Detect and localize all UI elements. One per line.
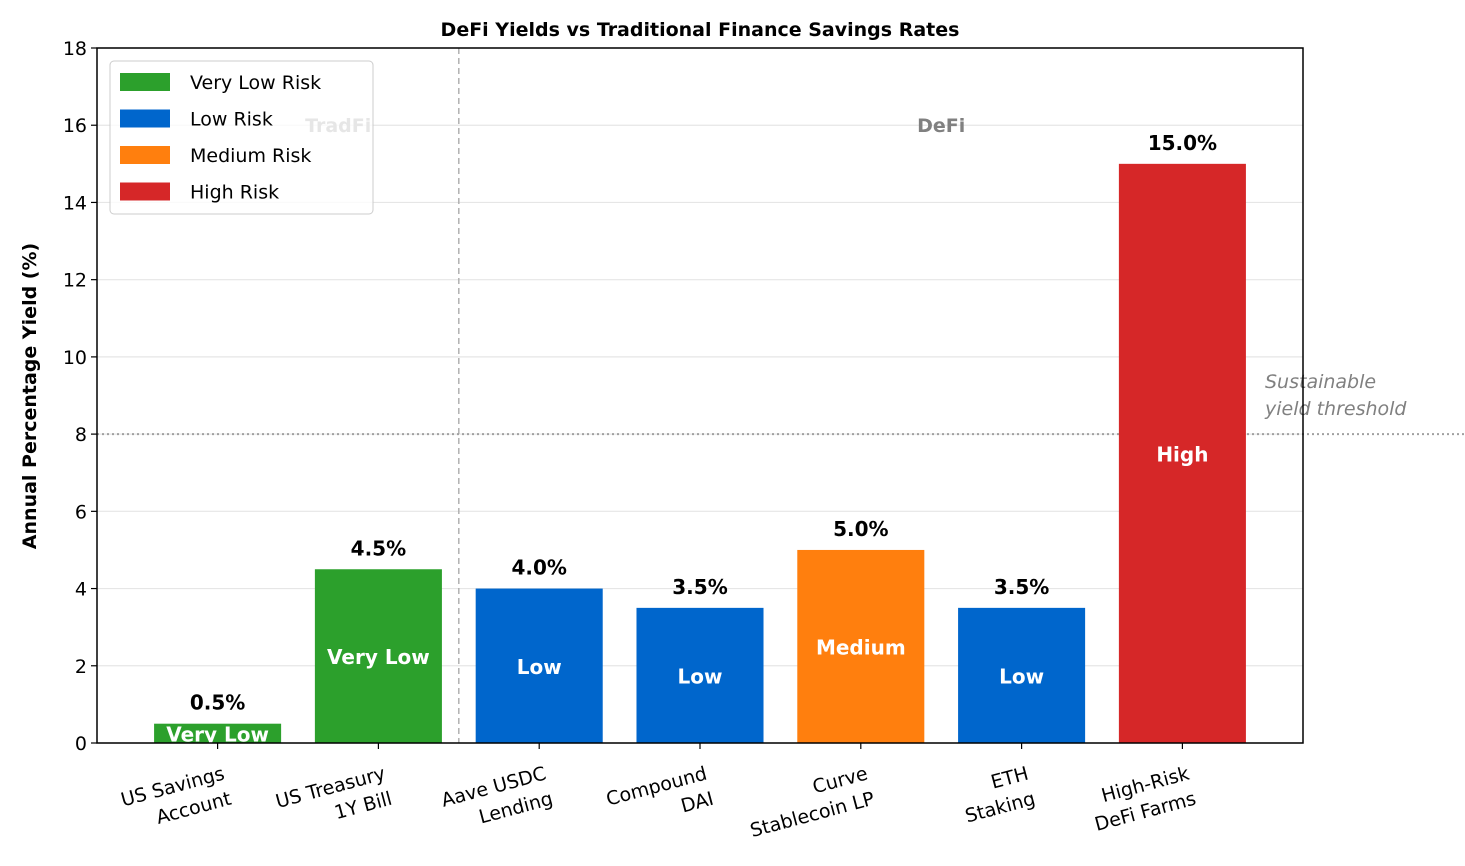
bar <box>636 607 764 743</box>
y-tick-label: 8 <box>75 424 87 446</box>
legend-swatch <box>120 182 170 201</box>
bar <box>797 549 925 743</box>
legend-swatch <box>120 146 170 164</box>
plot-frame <box>96 47 1304 744</box>
legend-label: Medium Risk <box>190 145 311 167</box>
y-axis-label: Annual Percentage Yield (%) <box>19 243 41 549</box>
y-tick-label: 6 <box>75 501 87 523</box>
value-label: 3.5% <box>994 575 1049 599</box>
risk-label: Very Low <box>327 645 430 669</box>
value-label: 3.5% <box>672 575 727 599</box>
threshold-label: yield threshold <box>1264 398 1407 420</box>
legend-label: High Risk <box>190 182 279 204</box>
bar <box>475 588 603 743</box>
risk-label: Low <box>999 664 1044 688</box>
y-tick-label: 0 <box>75 733 87 755</box>
x-tick-label-line: DAI <box>679 788 716 818</box>
y-tick-label: 2 <box>75 656 87 678</box>
bar <box>314 569 442 743</box>
legend-label: Low Risk <box>190 109 273 131</box>
y-tick-label: 18 <box>63 38 87 60</box>
bar <box>1118 163 1246 744</box>
bar <box>958 607 1086 743</box>
risk-label: Low <box>678 664 723 688</box>
risk-label: High <box>1156 442 1208 466</box>
value-label: 4.5% <box>351 536 406 560</box>
legend <box>109 60 374 215</box>
y-tick-label: 4 <box>75 579 87 601</box>
x-tick-label-line: Stablecoin LP <box>748 788 877 842</box>
legend-label: Very Low Risk <box>190 72 321 94</box>
chart-title: DeFi Yields vs Traditional Finance Savin… <box>441 19 960 41</box>
x-tick-label-line: Staking <box>963 788 1038 828</box>
y-tick-label: 10 <box>63 347 87 369</box>
y-tick-label: 14 <box>63 192 87 214</box>
legend-swatch <box>120 73 170 91</box>
y-tick-label: 12 <box>63 270 87 292</box>
value-label: 4.0% <box>511 556 566 580</box>
section-label: DeFi <box>917 115 965 137</box>
value-label: 15.0% <box>1148 131 1217 155</box>
risk-label: Medium <box>816 635 906 659</box>
threshold-label: Sustainable <box>1265 371 1376 393</box>
value-label: 5.0% <box>833 517 888 541</box>
legend-swatch <box>120 109 170 128</box>
risk-label: Low <box>517 655 562 679</box>
bar <box>154 723 282 743</box>
value-label: 0.5% <box>190 691 245 715</box>
y-tick-label: 16 <box>63 115 87 137</box>
